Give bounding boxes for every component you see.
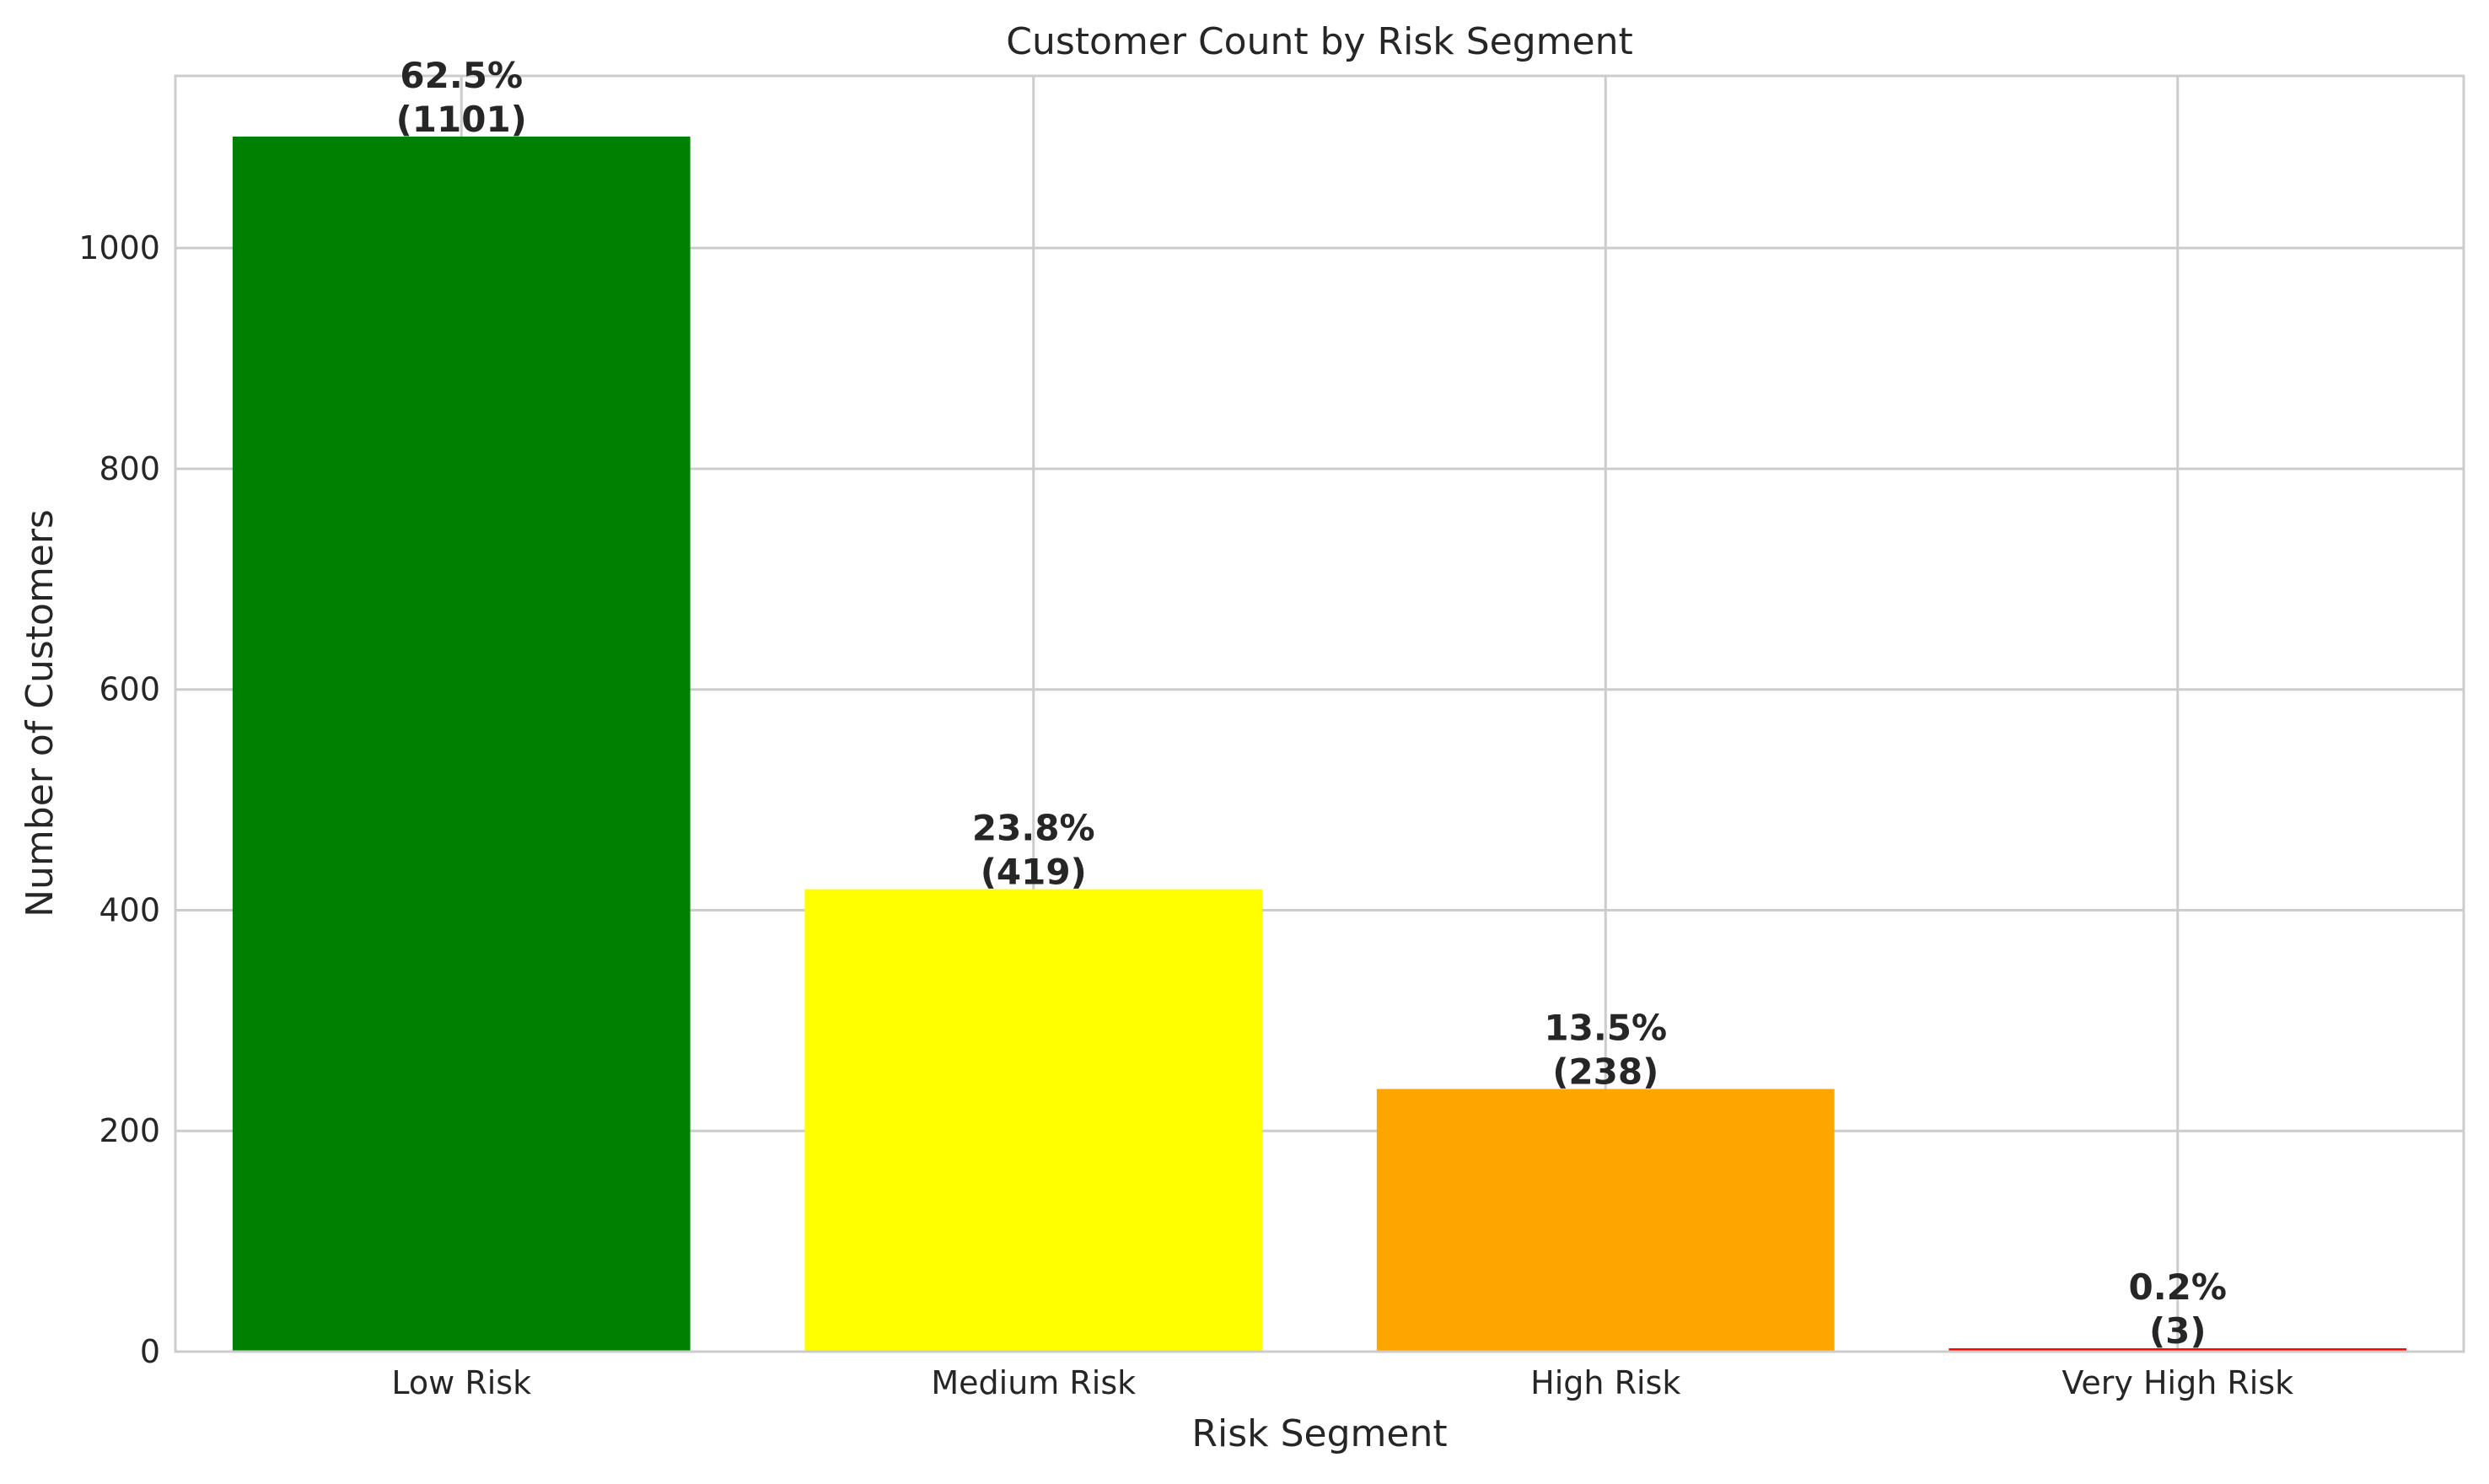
y-tick-label: 200: [99, 1112, 160, 1149]
bar-percent-label: 23.8%: [972, 808, 1095, 849]
bar-labels: 62.5%(1101) 23.8%(419) 13.5%(238) 0.2%(3): [396, 55, 2227, 1352]
bar-percent-label: 0.2%: [2129, 1266, 2227, 1308]
bar-medium-risk: [804, 889, 1263, 1352]
x-tick-label: Medium Risk: [931, 1364, 1136, 1401]
bar-count-label: (1101): [396, 99, 527, 140]
y-tick-label: 0: [140, 1333, 160, 1370]
y-tick-label: 1000: [78, 229, 160, 266]
y-tick-label: 600: [99, 671, 160, 708]
x-axis-label: Risk Segment: [1191, 1412, 1447, 1455]
x-tick-label: Low Risk: [391, 1364, 531, 1401]
bar-percent-label: 13.5%: [1544, 1008, 1667, 1049]
tick-labels: 0 200 400 600 800 1000 Low Risk Medium Risk High…: [78, 229, 2293, 1401]
plot-frame: [174, 74, 2465, 1353]
bar-count-label: (238): [1552, 1051, 1658, 1093]
y-tick-label: 400: [99, 891, 160, 928]
bar-count-label: (419): [981, 852, 1087, 893]
bar-very-high-risk: [1949, 1348, 2407, 1352]
y-tick-label: 800: [99, 450, 160, 487]
bar-low-risk: [232, 136, 691, 1352]
x-tick-label: High Risk: [1530, 1364, 1680, 1401]
y-axis-label: Number of Customers: [19, 509, 62, 917]
bar-high-risk: [1376, 1089, 1835, 1352]
chart-title: Customer Count by Risk Segment: [1006, 20, 1633, 63]
bar-count-label: (3): [2149, 1310, 2207, 1352]
x-tick-label: Very High Risk: [2062, 1364, 2293, 1401]
bars: [232, 136, 2407, 1352]
bar-percent-label: 62.5%: [400, 55, 523, 96]
